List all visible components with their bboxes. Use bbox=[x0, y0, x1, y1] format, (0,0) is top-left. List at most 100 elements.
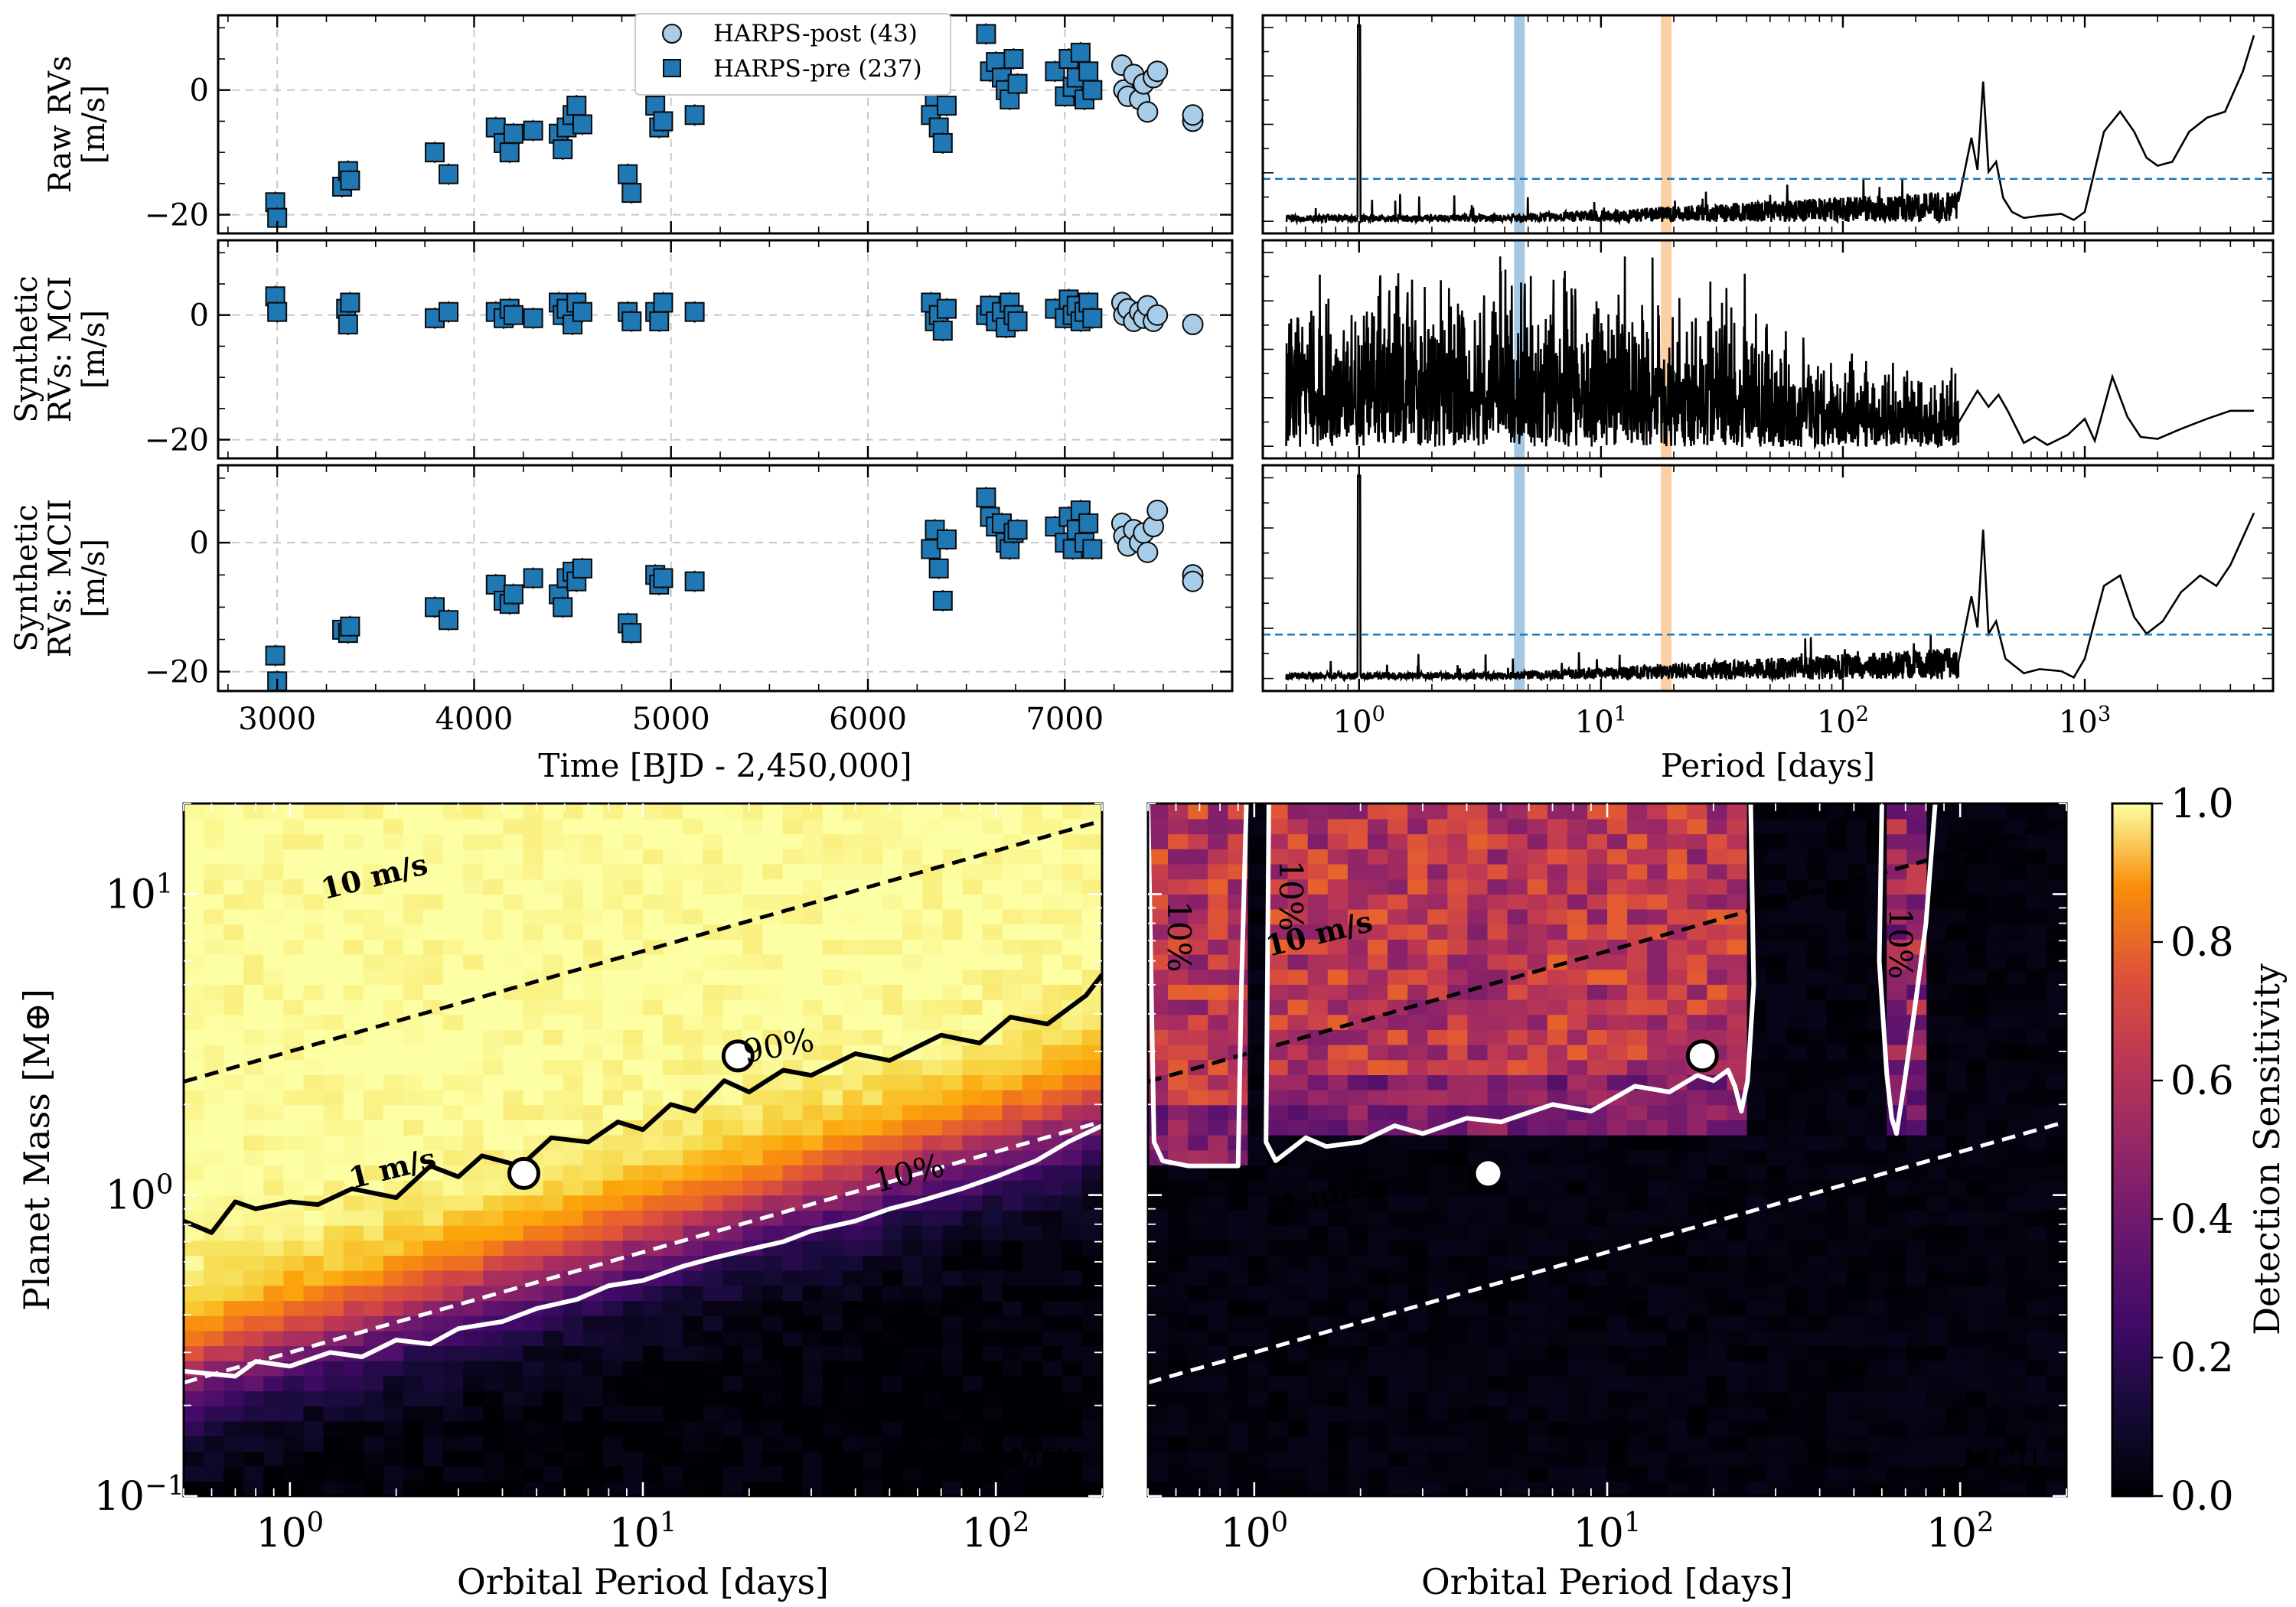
heatmap-cell bbox=[1946, 1195, 1968, 1211]
heatmap-cell bbox=[383, 818, 404, 835]
heatmap-cell bbox=[1388, 908, 1408, 925]
heatmap-cell bbox=[1766, 1014, 1788, 1030]
heatmap-cell bbox=[582, 1059, 604, 1075]
heatmap-cell bbox=[223, 1029, 245, 1045]
heatmap-cell bbox=[802, 878, 823, 895]
heatmap-cell bbox=[1727, 939, 1748, 955]
heatmap-cell bbox=[184, 1390, 204, 1407]
heatmap-cell bbox=[602, 908, 624, 925]
heatmap-cell bbox=[1786, 1345, 1808, 1361]
heatmap-cell bbox=[1647, 1104, 1668, 1120]
heatmap-cell bbox=[882, 984, 903, 1000]
heatmap-cell bbox=[1042, 1481, 1063, 1496]
heatmap-cell bbox=[423, 1074, 444, 1090]
heatmap-cell bbox=[782, 863, 804, 880]
heatmap-cell bbox=[1228, 1224, 1249, 1241]
heatmap-cell bbox=[503, 1255, 524, 1271]
heatmap-cell bbox=[663, 1074, 683, 1090]
heatmap-cell bbox=[1267, 1285, 1289, 1302]
heatmap-cell bbox=[1347, 1165, 1368, 1181]
heatmap-cell bbox=[323, 818, 344, 835]
heatmap-cell bbox=[1467, 1406, 1489, 1422]
heatmap-cell bbox=[1327, 1360, 1349, 1377]
heatmap-cell bbox=[563, 1345, 584, 1361]
heatmap-cell bbox=[863, 1285, 883, 1302]
heatmap-cell bbox=[722, 1300, 744, 1316]
heatmap-cell bbox=[1042, 1224, 1063, 1241]
legend-box bbox=[634, 13, 951, 96]
harps-pre-point bbox=[572, 114, 592, 135]
heatmap-cell bbox=[1042, 939, 1063, 955]
heatmap-cell bbox=[1447, 894, 1469, 910]
heatmap-cell bbox=[383, 1210, 404, 1226]
heatmap-cell bbox=[543, 1149, 564, 1165]
heatmap-cell bbox=[383, 908, 404, 925]
heatmap-cell bbox=[1906, 1315, 1928, 1332]
heatmap-cell bbox=[1368, 878, 1388, 895]
heatmap-cell bbox=[1188, 1179, 1209, 1196]
heatmap-cell bbox=[1847, 1089, 1867, 1106]
heatmap-cell bbox=[942, 1104, 964, 1120]
harps-pre-point bbox=[553, 139, 573, 160]
heatmap-cell bbox=[1707, 1451, 1728, 1467]
heatmap-cell bbox=[1168, 833, 1189, 849]
heatmap-cell bbox=[243, 1255, 265, 1271]
heatmap-cell bbox=[204, 1406, 224, 1422]
heatmap-cell bbox=[1188, 1014, 1209, 1030]
heatmap-cell bbox=[1926, 984, 1948, 1000]
heatmap-cell bbox=[722, 984, 744, 1000]
heatmap-cell bbox=[204, 878, 224, 895]
heatmap-cell bbox=[1267, 849, 1289, 865]
heatmap-cell bbox=[703, 833, 724, 849]
heatmap-cell bbox=[463, 1270, 484, 1286]
heatmap-cell bbox=[742, 804, 764, 820]
heatmap-cell bbox=[1507, 1149, 1528, 1165]
heatmap-cell bbox=[762, 1014, 784, 1030]
heatmap-cell bbox=[1267, 1330, 1289, 1347]
heatmap-cell bbox=[882, 1270, 903, 1286]
heatmap-cell bbox=[1168, 1270, 1189, 1286]
heatmap-cell bbox=[283, 939, 305, 955]
heatmap-cell bbox=[1727, 969, 1748, 985]
heatmap-cell bbox=[1347, 1074, 1368, 1090]
heatmap-cell bbox=[1766, 1224, 1788, 1241]
heatmap-cell bbox=[283, 1059, 305, 1075]
heatmap-cell bbox=[243, 1420, 265, 1437]
heatmap-cell bbox=[303, 939, 325, 955]
heatmap-cell bbox=[523, 1224, 544, 1241]
heatmap-cell bbox=[1467, 1300, 1489, 1316]
heatmap-cell bbox=[563, 1390, 584, 1407]
heatmap-cell bbox=[1467, 878, 1489, 895]
heatmap-cell bbox=[223, 1044, 245, 1061]
heatmap-cell bbox=[1022, 878, 1043, 895]
heatmap-cell bbox=[1447, 1315, 1469, 1332]
heatmap-cell bbox=[1407, 1406, 1428, 1422]
heatmap-cell bbox=[503, 1195, 524, 1211]
heatmap-cell bbox=[942, 878, 964, 895]
heatmap-cell bbox=[922, 1315, 944, 1332]
heatmap-cell bbox=[204, 1375, 224, 1392]
heatmap-cell bbox=[1307, 1465, 1329, 1482]
heatmap-cell bbox=[663, 969, 683, 985]
heatmap-cell bbox=[683, 1165, 704, 1181]
heatmap-cell bbox=[1388, 1029, 1408, 1045]
heatmap-cell bbox=[1587, 1120, 1608, 1136]
heatmap-cell bbox=[343, 908, 364, 925]
heatmap-cell bbox=[1042, 1375, 1063, 1392]
heatmap-cell bbox=[1567, 1465, 1588, 1482]
heatmap-cell bbox=[303, 924, 325, 940]
heatmap-cell bbox=[1746, 1059, 1768, 1075]
heatmap-cell bbox=[922, 1224, 944, 1241]
heatmap-cell bbox=[1827, 818, 1848, 835]
heatmap-cell bbox=[742, 1451, 764, 1467]
heatmap-cell bbox=[563, 1104, 584, 1120]
heatmap-cell bbox=[263, 1120, 285, 1136]
heatmap-cell bbox=[1267, 1210, 1289, 1226]
heatmap-cell bbox=[802, 804, 823, 820]
heatmap-cell bbox=[982, 1420, 1003, 1437]
heatmap-cell bbox=[1946, 1089, 1968, 1106]
heatmap-cell bbox=[204, 969, 224, 985]
heatmap-cell bbox=[1208, 1029, 1229, 1045]
heatmap-cell bbox=[802, 1044, 823, 1061]
heatmap-cell bbox=[1946, 1104, 1968, 1120]
